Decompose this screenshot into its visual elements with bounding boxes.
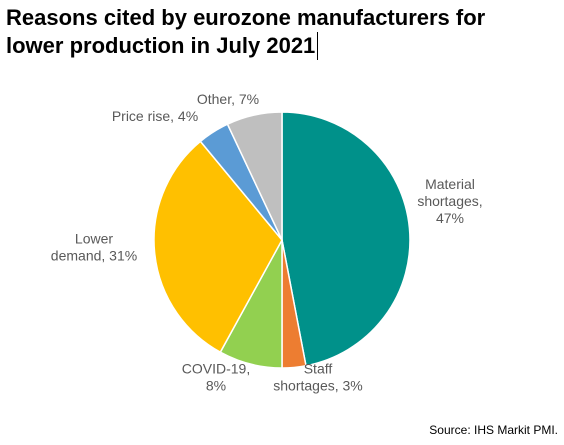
data-label-line: 8% — [206, 378, 226, 394]
data-label-line: Staff — [304, 361, 333, 377]
data-label-line: COVID-19, — [182, 361, 250, 377]
data-label-line: Lower — [75, 231, 113, 247]
data-label-line: Other, 7% — [197, 91, 259, 107]
pie-slice-lower-demand — [153, 140, 283, 354]
chart-title-line-2: lower production in July 2021 — [6, 32, 319, 60]
data-label-material-shortages: Material shortages, 47% — [417, 176, 482, 226]
chart-title: Reasons cited by eurozone manufacturers … — [6, 4, 546, 60]
data-label-price-rise: Price rise, 4% — [112, 108, 198, 124]
data-label-line: Material — [425, 176, 475, 192]
data-label-line: shortages, 3% — [273, 378, 363, 394]
data-label-line: demand, 31% — [51, 248, 137, 264]
pie-slice-other — [226, 111, 283, 241]
data-label-line: 47% — [436, 210, 464, 226]
pie-slice-material-shortages — [281, 111, 411, 367]
data-label-other: Other, 7% — [197, 91, 259, 107]
data-label-staff-shortages: Staff shortages, 3% — [273, 361, 363, 394]
data-label-lower-demand: Lower demand, 31% — [51, 231, 137, 264]
data-label-line: shortages, — [417, 193, 482, 209]
data-label-covid-19: COVID-19, 8% — [182, 361, 250, 394]
chart-title-line-1: Reasons cited by eurozone manufacturers … — [6, 5, 486, 30]
pie-labels: Material shortages, 47% Staff shortages, 3% C… — [51, 91, 483, 394]
data-label-line: Price rise, 4% — [112, 108, 198, 124]
source-note: Source: IHS Markit PMI. — [429, 423, 558, 437]
pie-slices — [153, 111, 411, 369]
